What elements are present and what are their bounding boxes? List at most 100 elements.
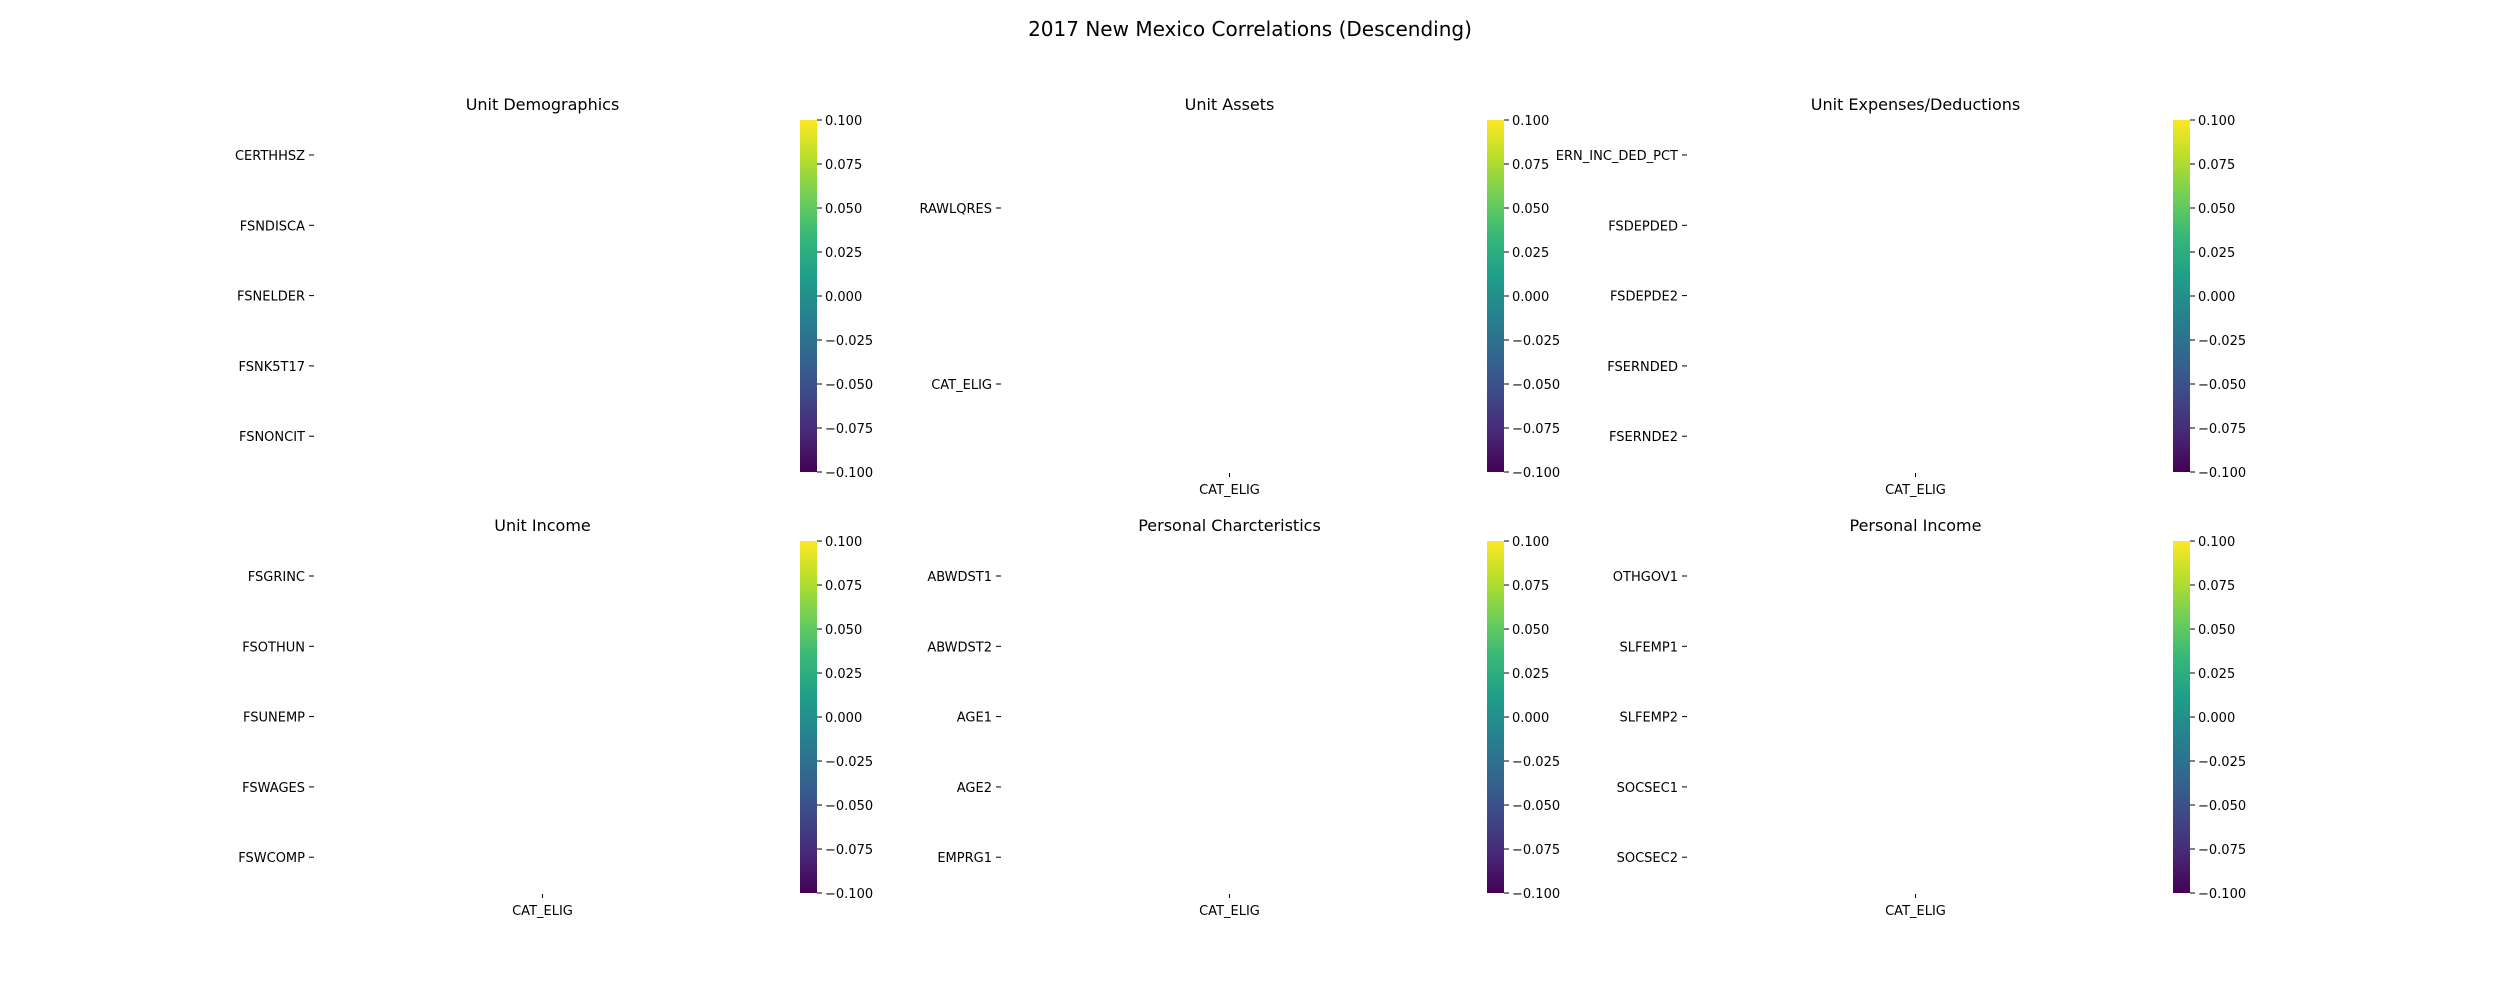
row-label-ern-inc-ded-pct: ERN_INC_DED_PCT [1556, 149, 1678, 164]
colorbar-tick-label: 0.025 [825, 667, 862, 682]
colorbar-tick-label: 0.075 [1512, 579, 1549, 594]
colorbar-tick-label: 0.000 [1512, 711, 1549, 726]
colorbar-tick-label: −0.050 [825, 378, 873, 393]
colorbar-tick-label: 0.050 [825, 623, 862, 638]
colorbar-tick-label: 0.100 [1512, 114, 1549, 129]
panel-title: Personal Income [1850, 516, 1982, 535]
panel-title: Personal Charcteristics [1138, 516, 1321, 535]
row-label-abwdst2: ABWDST2 [927, 640, 992, 655]
colorbar-tick-label: −0.075 [825, 422, 873, 437]
panel-title: Unit Assets [1185, 95, 1275, 114]
colorbar-tick-label: 0.075 [825, 579, 862, 594]
colorbar-tick-label: 0.050 [825, 202, 862, 217]
colorbar [2173, 120, 2190, 472]
colorbar-tick-label: −0.075 [1512, 422, 1560, 437]
colorbar-tick-label: −0.075 [2198, 843, 2246, 858]
colorbar-tick-label: −0.100 [825, 887, 873, 902]
colorbar-tick-label: 0.050 [1512, 623, 1549, 638]
row-label-fsernded: FSERNDED [1607, 360, 1678, 375]
row-label-socsec2: SOCSEC2 [1617, 851, 1678, 866]
colorbar-tick-label: −0.025 [2198, 755, 2246, 770]
colorbar-tick-label: 0.025 [825, 246, 862, 261]
row-label-fsdepded: FSDEPDED [1608, 219, 1678, 234]
colorbar-tick-label: −0.025 [2198, 334, 2246, 349]
colorbar-tick-label: −0.075 [2198, 422, 2246, 437]
row-label-socsec1: SOCSEC1 [1617, 781, 1678, 796]
panel-title: Unit Demographics [466, 95, 620, 114]
row-label-age1: AGE1 [957, 711, 992, 726]
colorbar [800, 120, 817, 472]
row-label-fsgrinc: FSGRINC [248, 570, 305, 585]
row-label-fsunemp: FSUNEMP [243, 711, 305, 726]
column-label-cat-elig: CAT_ELIG [1199, 483, 1260, 498]
colorbar-tick-label: 0.100 [2198, 535, 2235, 550]
row-label-fsernde2: FSERNDE2 [1609, 430, 1678, 445]
row-label-certhhsz: CERTHHSZ [235, 149, 305, 164]
row-label-fsdepde2: FSDEPDE2 [1610, 290, 1678, 305]
colorbar-tick-label: 0.050 [2198, 202, 2235, 217]
colorbar-tick-label: −0.025 [1512, 334, 1560, 349]
colorbar-tick-label: −0.050 [1512, 378, 1560, 393]
row-label-fsothun: FSOTHUN [242, 640, 305, 655]
colorbar [1487, 541, 1504, 893]
column-label-cat-elig: CAT_ELIG [1885, 483, 1946, 498]
colorbar-tick-label: 0.000 [1512, 290, 1549, 305]
colorbar-tick-label: 0.100 [825, 535, 862, 550]
colorbar-tick-label: −0.050 [825, 799, 873, 814]
colorbar [2173, 541, 2190, 893]
panel-title: Unit Income [494, 516, 591, 535]
colorbar-tick-label: 0.100 [2198, 114, 2235, 129]
row-label-abwdst1: ABWDST1 [927, 570, 992, 585]
colorbar-tick-label: 0.025 [2198, 246, 2235, 261]
colorbar-tick-label: −0.100 [1512, 466, 1560, 481]
colorbar-tick-label: 0.000 [825, 290, 862, 305]
row-label-age2: AGE2 [957, 781, 992, 796]
heatmap-panel-personal-income: Personal Income OTHGOV1 SLFEMP1 SLFEMP2 SOCS… [1613, 516, 2246, 919]
row-label-cat-elig: CAT_ELIG [931, 378, 992, 393]
row-label-rawlqres: RAWLQRES [919, 202, 992, 217]
heatmap-panels: Unit Demographics CERTHHSZ FSNDISCA FSNELDE… [235, 95, 2246, 919]
colorbar [800, 541, 817, 893]
heatmap-panel-unit-assets: Unit Assets RAWLQRES CAT_ELIG CAT_ELIG 0.100… [919, 95, 1560, 498]
row-label-fsnelder: FSNELDER [237, 290, 305, 305]
colorbar-tick-label: 0.075 [2198, 158, 2235, 173]
column-label-cat-elig: CAT_ELIG [1885, 904, 1946, 919]
row-label-slfemp1: SLFEMP1 [1619, 640, 1678, 655]
row-label-fsnk5t17: FSNK5T17 [238, 360, 305, 375]
row-label-fswages: FSWAGES [242, 781, 305, 796]
colorbar-tick-label: 0.075 [1512, 158, 1549, 173]
colorbar-tick-label: −0.025 [825, 334, 873, 349]
colorbar-tick-label: 0.025 [2198, 667, 2235, 682]
colorbar-tick-label: 0.000 [825, 711, 862, 726]
row-label-emprg1: EMPRG1 [937, 851, 992, 866]
panel-title: Unit Expenses/Deductions [1811, 95, 2021, 114]
figure-title: 2017 New Mexico Correlations (Descending… [1028, 17, 1472, 41]
colorbar-tick-label: 0.000 [2198, 290, 2235, 305]
colorbar-tick-label: −0.100 [2198, 887, 2246, 902]
colorbar-tick-label: −0.075 [825, 843, 873, 858]
colorbar-tick-label: −0.025 [1512, 755, 1560, 770]
colorbar-tick-label: 0.050 [2198, 623, 2235, 638]
heatmap-panel-unit-demographics: Unit Demographics CERTHHSZ FSNDISCA FSNELDE… [235, 95, 873, 481]
colorbar-tick-label: 0.025 [1512, 246, 1549, 261]
colorbar-tick-label: −0.025 [825, 755, 873, 770]
row-label-othgov1: OTHGOV1 [1613, 570, 1678, 585]
colorbar-tick-label: 0.000 [2198, 711, 2235, 726]
colorbar-tick-label: 0.025 [1512, 667, 1549, 682]
heatmap-panel-personal-charcteristics: Personal Charcteristics ABWDST1 ABWDST2 AGE… [927, 516, 1560, 919]
colorbar-tick-label: 0.075 [825, 158, 862, 173]
row-label-fswcomp: FSWCOMP [238, 851, 305, 866]
colorbar-tick-label: −0.075 [1512, 843, 1560, 858]
colorbar-tick-label: 0.050 [1512, 202, 1549, 217]
heatmap-panel-unit-income: Unit Income FSGRINC FSOTHUN FSUNEMP FSWAGES F… [238, 516, 873, 919]
row-label-slfemp2: SLFEMP2 [1619, 711, 1678, 726]
row-label-fsndisca: FSNDISCA [240, 219, 305, 234]
colorbar-tick-label: 0.075 [2198, 579, 2235, 594]
colorbar-tick-label: −0.100 [2198, 466, 2246, 481]
colorbar-tick-label: −0.100 [1512, 887, 1560, 902]
heatmap-panel-unit-expenses-deductions: Unit Expenses/Deductions ERN_INC_DED_PCT F… [1556, 95, 2246, 498]
column-label-cat-elig: CAT_ELIG [1199, 904, 1260, 919]
colorbar-tick-label: 0.100 [825, 114, 862, 129]
colorbar-tick-label: −0.100 [825, 466, 873, 481]
colorbar-tick-label: −0.050 [2198, 378, 2246, 393]
